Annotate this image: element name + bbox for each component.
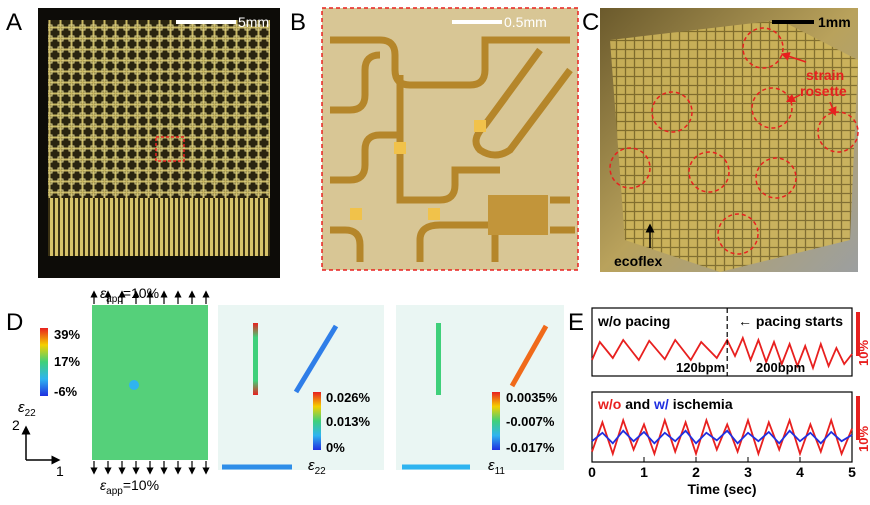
rosette-label: rosette [800,83,847,99]
legend-entry: w/ [653,396,669,412]
colorbar-symbol: ε22 [18,399,36,419]
panel-e: 10% 0 1 2 3 4 5 Time (sec) 10% w/o pacing ← pacing… [588,308,870,497]
x-tick-label: 5 [848,464,856,480]
data-line [592,420,852,454]
x-axis-label: Time (sec) [688,481,757,497]
annotation: ← pacing starts [738,313,843,329]
contact-pads [48,198,270,256]
subscript: 22 [25,408,37,419]
value: =10% [123,477,159,493]
subscript: 22 [315,466,327,477]
scale-label: 10% [856,426,870,452]
colorbar-tick: -6% [54,384,78,399]
title-word: and [625,396,650,412]
value: =10% [123,285,159,301]
scale-label: 10% [856,340,870,366]
figure: 5mm 0.5mm strain rosette ecoflex 1mm εap… [0,0,870,500]
colorbar-tick: 0.026% [326,390,371,405]
subscript: 11 [495,466,506,477]
panel-letter: B [290,9,306,36]
colorbar-tick: 0.013% [326,414,371,429]
colorbar-tick: -0.017% [506,440,555,455]
colorbar-tick: 39% [54,327,80,342]
axis-label: 2 [12,417,20,433]
mesh-array [48,20,270,198]
panel-a: 5mm [38,8,280,278]
mesh [610,20,858,272]
hotspot [129,380,139,390]
panel-letter: D [6,309,23,336]
panel-letter: E [568,309,584,336]
ecoflex-label: ecoflex [614,253,662,269]
colorbar-tick: 17% [54,354,80,369]
x-tick-label: 2 [692,464,700,480]
panel-b: 0.5mm [322,8,578,270]
x-tick-label: 1 [640,464,648,480]
rod [436,323,441,395]
rod [253,323,258,395]
pad [474,120,486,132]
pad [488,195,548,235]
annotation: 120bpm [676,360,725,375]
chart-title: w/o and w/ ischemia [597,396,733,412]
x-tick-label: 4 [796,464,804,480]
annotation: w/o pacing [597,313,670,329]
subscript: app [106,486,123,497]
strain-map [92,305,208,460]
colorbar [40,328,48,396]
pad [428,208,440,220]
colorbar [492,392,500,450]
panel-letter: A [6,9,22,36]
axis-label: 1 [56,463,64,479]
panel-c: strain rosette ecoflex 1mm [600,8,858,272]
colorbar-tick: 0.0035% [506,390,558,405]
scale-label: 0.5mm [504,14,547,30]
scale-label: 1mm [818,14,851,30]
legend-entry: w/o [597,396,621,412]
x-tick-label: 0 [588,464,596,480]
subscript: app [106,294,123,305]
title-word: ischemia [673,396,733,412]
colorbar-tick: 0% [326,440,345,455]
pad [394,142,406,154]
annotation: 200bpm [756,360,805,375]
pad [350,208,362,220]
colorbar [313,392,321,450]
scale-label: 5mm [238,14,269,30]
colorbar-tick: -0.007% [506,414,555,429]
x-tick-label: 3 [744,464,752,480]
panel-letter: C [582,9,599,36]
applied-strain: εapp=10% [100,477,159,497]
panel-d: εapp=10% εapp=10% 39% 17% -6% ε22 2 1 0.… [12,285,564,497]
rosette-label: strain [806,67,844,83]
